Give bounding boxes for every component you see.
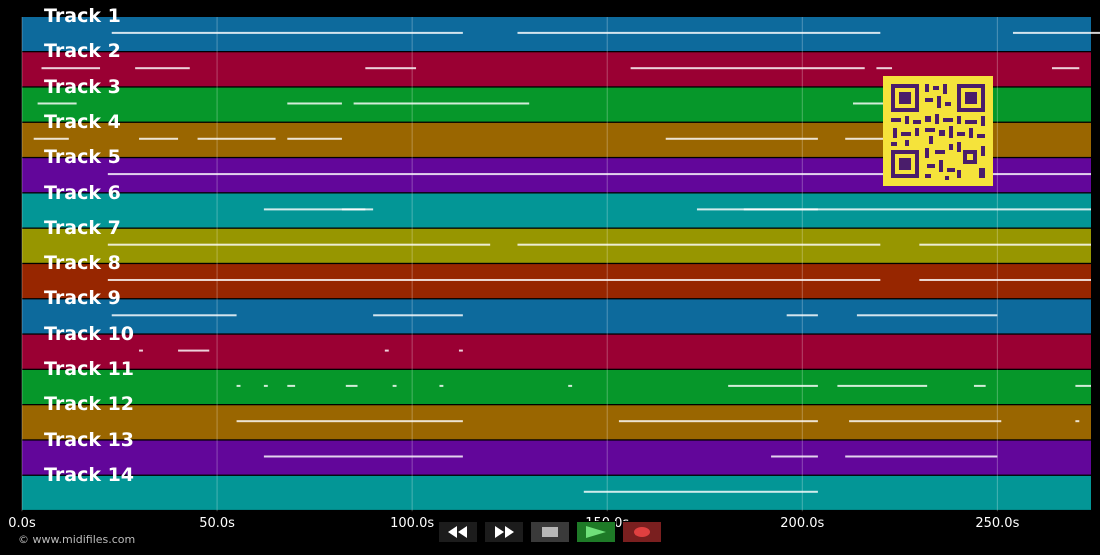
track-label: Track 5 [44,146,121,169]
track-lane [22,440,1091,475]
note-segment [111,314,237,317]
note-segment [197,137,276,140]
play-icon [586,526,606,538]
track-label: Track 12 [44,393,135,416]
note-segment [353,102,530,105]
note-segment [341,208,366,211]
note-segment [373,314,463,317]
note-segment [107,243,491,246]
note-segment [139,349,143,352]
note-segment [37,102,77,105]
note-segment [728,384,818,387]
note-segment [743,208,1091,211]
note-segment [287,137,342,140]
track-label: Track 10 [44,322,135,345]
track-lane [22,228,1091,263]
note-segment [973,384,986,387]
time-gridlines [21,17,998,512]
note-segment [919,243,1091,246]
note-segment [236,384,241,387]
note-layer [33,31,1100,493]
note-segment [439,384,444,387]
note-segment [345,384,358,387]
note-segment [837,384,928,387]
note-segment [845,455,998,458]
note-segment [583,490,818,493]
note-segment [458,349,463,352]
stop-icon [542,527,558,537]
record-button[interactable] [622,521,662,543]
track-lane [22,370,1091,404]
note-segment [178,349,210,352]
qr-code-icon [883,76,993,186]
fast-forward-icon [495,526,514,538]
note-segment [517,243,881,246]
fast-forward-button[interactable] [484,521,524,543]
track-label: Track 9 [44,287,121,310]
track-lane [22,475,1091,510]
note-segment [263,384,268,387]
track-label: Track 14 [44,463,135,486]
note-segment [107,173,1092,176]
note-segment [568,384,573,387]
note-segment [41,67,101,70]
note-segment [630,67,865,70]
track-lane [22,299,1091,334]
note-segment [287,384,296,387]
record-icon [634,527,650,537]
track-label: Track 8 [44,252,121,275]
note-segment [517,31,881,34]
time-tick-label: 50.0s [199,516,235,531]
rewind-icon [448,526,467,538]
time-tick-label: 0.0s [8,516,36,531]
track-label: Track 2 [44,40,121,63]
stop-button[interactable] [530,521,570,543]
track-lane [22,17,1091,51]
note-segment [1075,384,1091,387]
note-segment [876,67,893,70]
note-segment [236,420,463,423]
time-tick-label: 200.0s [780,516,825,531]
track-label: Track 1 [44,5,121,27]
watermark-text: © www.midifiles.com [18,533,136,546]
track-lane [22,334,1091,369]
note-segment [849,420,1002,423]
track-label: Track 13 [44,428,135,451]
play-button[interactable] [576,521,616,543]
track-lane [22,264,1091,299]
note-segment [384,349,389,352]
rewind-button[interactable] [438,521,478,543]
note-segment [107,278,881,281]
note-segment [771,455,818,458]
note-segment [392,384,397,387]
time-tick-label: 250.0s [975,516,1020,531]
note-segment [263,208,374,211]
note-segment [856,314,998,317]
track-label: Track 3 [44,75,121,98]
track-lane [22,193,1091,228]
track-label: Track 4 [44,110,121,133]
note-segment [287,102,342,105]
note-segment [1012,31,1100,34]
note-segment [135,67,190,70]
track-label: Track 6 [44,181,121,204]
transport-controls [438,521,662,543]
note-segment [919,278,1091,281]
note-segment [365,67,417,70]
note-segment [33,137,69,140]
track-lane [22,405,1091,440]
note-segment [665,137,818,140]
note-segment [618,420,818,423]
note-segment [263,455,463,458]
note-segment [1051,67,1080,70]
note-segment [111,31,463,34]
note-segment [786,314,818,317]
track-label: Track 7 [44,216,121,239]
note-segment [1075,420,1080,423]
time-tick-label: 100.0s [390,516,435,531]
track-label: Track 11 [44,358,135,380]
note-segment [139,137,179,140]
